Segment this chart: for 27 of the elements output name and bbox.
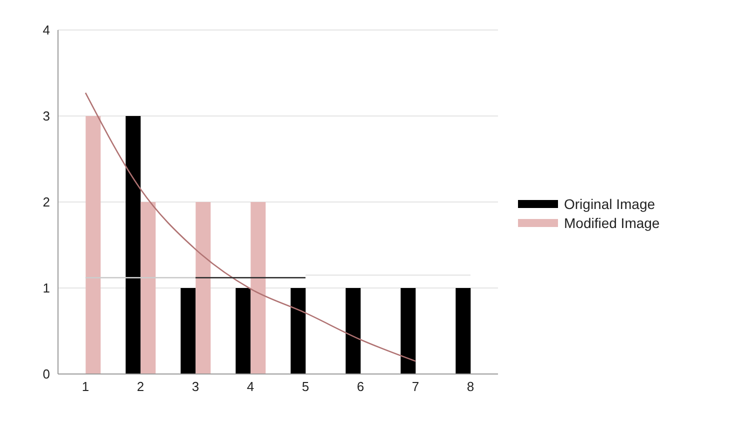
y-tick-label: 1 xyxy=(42,280,50,296)
bar xyxy=(236,288,251,374)
bar xyxy=(140,202,156,374)
legend-label: Modified Image xyxy=(564,214,660,230)
bar xyxy=(180,288,196,374)
bar xyxy=(126,116,141,374)
bar xyxy=(346,288,361,374)
x-tick-label: 6 xyxy=(356,379,364,394)
bar xyxy=(400,288,416,374)
x-tick-label: 8 xyxy=(466,379,474,394)
bar xyxy=(456,288,471,374)
x-tick-label: 1 xyxy=(82,379,90,394)
x-tick-label: 4 xyxy=(246,379,254,394)
y-tick-label: 0 xyxy=(42,366,50,382)
x-tick-label: 2 xyxy=(136,379,144,394)
line-series xyxy=(84,92,416,362)
x-tick-label: 7 xyxy=(412,379,420,394)
bar xyxy=(86,116,101,374)
bar xyxy=(290,288,306,374)
y-tick-label: 2 xyxy=(42,194,50,210)
x-tick-label: 5 xyxy=(302,379,310,394)
bar xyxy=(250,202,266,374)
y-tick-label: 4 xyxy=(42,22,50,38)
y-tick-label: 3 xyxy=(42,108,50,124)
x-tick-label: 3 xyxy=(192,379,200,394)
legend-label: Original Image xyxy=(564,196,656,212)
bar xyxy=(196,202,211,374)
